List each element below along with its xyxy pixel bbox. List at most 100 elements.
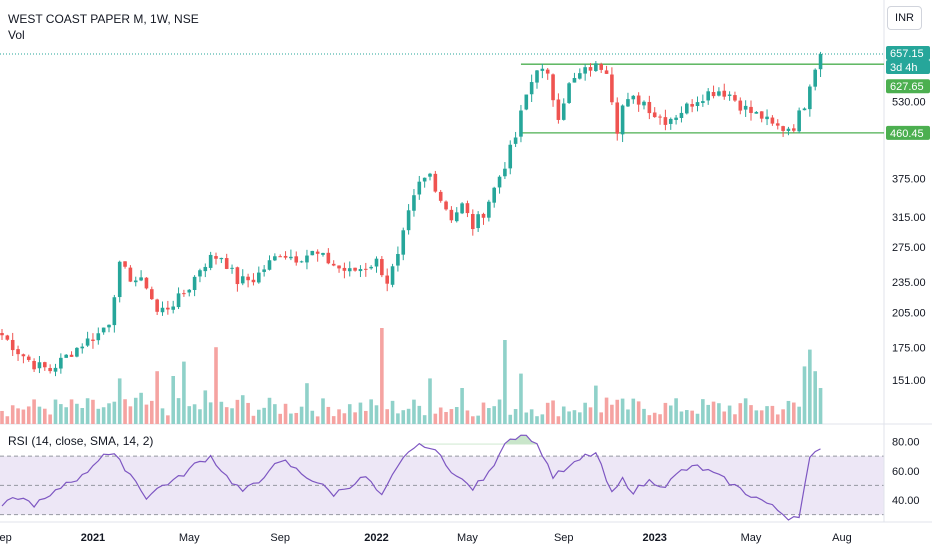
volume-bar [21,409,26,424]
volume-bar [561,406,566,424]
candle [5,334,10,341]
candle [594,61,598,72]
candle [792,124,796,133]
volume-bar [727,405,732,424]
candle [385,268,389,292]
candle [615,97,620,141]
volume-bar [321,398,325,424]
price-tick-label: 315.00 [892,212,926,224]
volume-bar [160,408,165,424]
volume-bar [556,416,561,424]
candle [133,276,138,287]
volume-label: Vol [8,28,25,42]
candle [96,327,101,345]
candle [128,265,133,283]
currency-button[interactable]: INR [887,6,922,30]
volume-bar [358,402,363,424]
candle [26,354,31,362]
candle [262,265,266,277]
candle [701,94,705,107]
volume-bar [112,401,117,424]
candle-body [604,70,609,74]
candle [567,82,571,105]
volume-bar [476,415,480,424]
volume-bar [594,385,598,424]
rsi-tick-label: 60.00 [892,466,920,478]
candle-body [219,257,224,260]
volume-bar [460,388,464,424]
volume-bar [91,399,95,424]
candle-body [139,277,143,281]
candle [717,87,721,97]
candle [390,263,395,288]
candle [37,356,42,374]
volume-bar [668,405,673,424]
volume-bar [540,414,545,424]
candle-body [454,212,459,222]
candle-body [75,347,79,357]
last-price-badge: 657.15 [886,46,930,61]
volume-bar [192,404,197,424]
candle [353,267,357,272]
volume-bar [529,409,534,424]
volume-bar [503,340,507,424]
candle-body [112,297,117,326]
candle-body [802,108,807,111]
volume-bar [492,406,496,424]
candle-body [481,213,486,218]
candle [711,85,716,99]
volume-bar [26,406,31,424]
candle [214,252,218,265]
candle [417,175,422,200]
candle [604,65,609,74]
time-tick-label: 2023 [642,532,666,544]
time-tick-label: Aug [832,532,852,544]
volume-bar [567,411,571,424]
volume-bar [69,399,74,424]
volume-bar [797,406,801,424]
volume-bar [551,400,555,424]
volume-bar [353,412,357,424]
candle-body [0,333,4,336]
volume-bar [813,371,817,424]
candle-body [101,327,106,333]
volume-bar [5,416,10,424]
support-badge: 460.45 [886,125,930,140]
candle [647,95,652,120]
volume-bar [438,407,443,424]
candle-body [652,112,657,118]
volume-bar [535,416,539,424]
volume-bar [123,399,127,424]
volume-bar [428,378,432,424]
candle-body [273,256,277,261]
candle [112,294,117,333]
candle-body [364,268,368,270]
volume-bar [626,409,630,424]
candle-body [305,255,309,263]
resistance-badge-bg [886,79,930,94]
candle [706,88,710,105]
candle [802,107,807,111]
candle [545,68,550,80]
candle [508,140,513,175]
candle-body [347,268,352,272]
support-badge-bg [886,125,930,140]
volume-bar [75,403,79,424]
candle [203,263,208,278]
candle [75,347,79,358]
candle [513,131,518,147]
volume-bar [749,405,753,424]
candle [444,200,448,211]
candle-body [64,354,68,358]
candle-body [610,74,614,103]
volume-bar [781,409,785,424]
candle-body [460,203,464,214]
candle [556,93,561,124]
volume-bar [524,412,529,424]
rsi-tick-label: 40.00 [892,495,920,507]
candle [808,84,812,117]
candle-body [513,137,518,144]
candle-body [96,333,101,341]
